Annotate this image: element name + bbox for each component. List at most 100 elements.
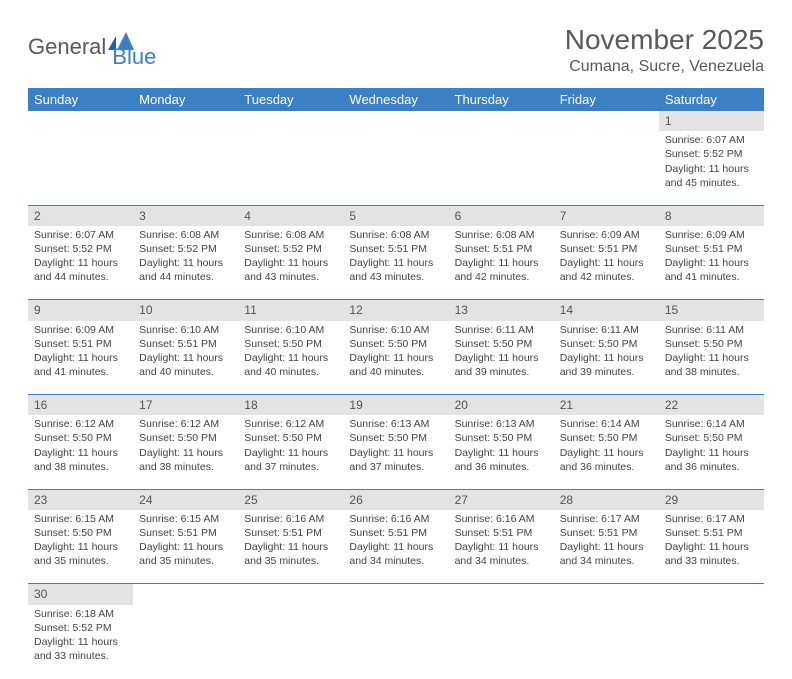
day-cell: Sunrise: 6:08 AMSunset: 5:52 PMDaylight:… [238,226,343,300]
sunrise-text: Sunrise: 6:15 AM [34,512,127,526]
day-cell [449,605,554,679]
day-number: 12 [343,300,448,321]
day-content-row: Sunrise: 6:15 AMSunset: 5:50 PMDaylight:… [28,510,764,584]
sunrise-text: Sunrise: 6:12 AM [244,417,337,431]
sunset-text: Sunset: 5:52 PM [139,242,232,256]
day2-text: and 35 minutes. [244,554,337,568]
day-cell: Sunrise: 6:16 AMSunset: 5:51 PMDaylight:… [343,510,448,584]
day-number: 17 [133,395,238,416]
day-number: 13 [449,300,554,321]
day-cell: Sunrise: 6:17 AMSunset: 5:51 PMDaylight:… [659,510,764,584]
day-cell: Sunrise: 6:16 AMSunset: 5:51 PMDaylight:… [449,510,554,584]
day-number: 8 [659,205,764,226]
day-cell [133,131,238,205]
day1-text: Daylight: 11 hours [455,446,548,460]
day1-text: Daylight: 11 hours [665,351,758,365]
day2-text: and 34 minutes. [455,554,548,568]
day-cell: Sunrise: 6:07 AMSunset: 5:52 PMDaylight:… [28,226,133,300]
sunset-text: Sunset: 5:51 PM [139,526,232,540]
day-number: 21 [554,395,659,416]
sunset-text: Sunset: 5:50 PM [244,337,337,351]
day-number: 6 [449,205,554,226]
day2-text: and 38 minutes. [139,460,232,474]
sunset-text: Sunset: 5:50 PM [349,431,442,445]
day-number: 30 [28,584,133,605]
day-number [28,111,133,131]
day-cell: Sunrise: 6:15 AMSunset: 5:51 PMDaylight:… [133,510,238,584]
day-number [449,111,554,131]
day-number: 27 [449,489,554,510]
sunset-text: Sunset: 5:52 PM [244,242,337,256]
sunrise-text: Sunrise: 6:11 AM [560,323,653,337]
day2-text: and 43 minutes. [349,270,442,284]
day-cell: Sunrise: 6:09 AMSunset: 5:51 PMDaylight:… [554,226,659,300]
sunset-text: Sunset: 5:52 PM [34,621,127,635]
day2-text: and 40 minutes. [139,365,232,379]
sunset-text: Sunset: 5:50 PM [244,431,337,445]
day-cell [133,605,238,679]
day2-text: and 37 minutes. [244,460,337,474]
sunset-text: Sunset: 5:50 PM [139,431,232,445]
sunset-text: Sunset: 5:51 PM [244,526,337,540]
day2-text: and 33 minutes. [34,649,127,663]
sunset-text: Sunset: 5:51 PM [560,526,653,540]
day2-text: and 36 minutes. [560,460,653,474]
day-content-row: Sunrise: 6:12 AMSunset: 5:50 PMDaylight:… [28,415,764,489]
day-content-row: Sunrise: 6:18 AMSunset: 5:52 PMDaylight:… [28,605,764,679]
day-number: 4 [238,205,343,226]
sunrise-text: Sunrise: 6:14 AM [560,417,653,431]
sunrise-text: Sunrise: 6:11 AM [455,323,548,337]
sunset-text: Sunset: 5:51 PM [349,526,442,540]
day-content-row: Sunrise: 6:09 AMSunset: 5:51 PMDaylight:… [28,321,764,395]
day1-text: Daylight: 11 hours [139,256,232,270]
day1-text: Daylight: 11 hours [34,256,127,270]
day-cell: Sunrise: 6:10 AMSunset: 5:51 PMDaylight:… [133,321,238,395]
weekday-header: Thursday [449,88,554,111]
sunset-text: Sunset: 5:50 PM [560,337,653,351]
day2-text: and 42 minutes. [455,270,548,284]
day2-text: and 42 minutes. [560,270,653,284]
day-number: 14 [554,300,659,321]
day-number [659,584,764,605]
day1-text: Daylight: 11 hours [34,540,127,554]
day1-text: Daylight: 11 hours [560,351,653,365]
day-cell [659,605,764,679]
day2-text: and 34 minutes. [560,554,653,568]
day-cell: Sunrise: 6:14 AMSunset: 5:50 PMDaylight:… [659,415,764,489]
day-number: 18 [238,395,343,416]
day-number: 23 [28,489,133,510]
daynum-row: 1 [28,111,764,131]
day1-text: Daylight: 11 hours [560,540,653,554]
sunset-text: Sunset: 5:51 PM [665,526,758,540]
day-number: 25 [238,489,343,510]
day1-text: Daylight: 11 hours [139,540,232,554]
day1-text: Daylight: 11 hours [34,351,127,365]
day-cell: Sunrise: 6:10 AMSunset: 5:50 PMDaylight:… [238,321,343,395]
day-cell: Sunrise: 6:11 AMSunset: 5:50 PMDaylight:… [659,321,764,395]
sunrise-text: Sunrise: 6:17 AM [665,512,758,526]
day2-text: and 40 minutes. [244,365,337,379]
sunrise-text: Sunrise: 6:15 AM [139,512,232,526]
sunrise-text: Sunrise: 6:13 AM [455,417,548,431]
sunrise-text: Sunrise: 6:13 AM [349,417,442,431]
day-number [554,111,659,131]
sunset-text: Sunset: 5:50 PM [665,431,758,445]
daynum-row: 2345678 [28,205,764,226]
daynum-row: 9101112131415 [28,300,764,321]
sunrise-text: Sunrise: 6:07 AM [34,228,127,242]
sunrise-text: Sunrise: 6:08 AM [455,228,548,242]
day-number: 28 [554,489,659,510]
sunset-text: Sunset: 5:51 PM [139,337,232,351]
day2-text: and 38 minutes. [665,365,758,379]
title-block: November 2025 Cumana, Sucre, Venezuela [565,24,764,76]
sunrise-text: Sunrise: 6:09 AM [665,228,758,242]
sunset-text: Sunset: 5:51 PM [560,242,653,256]
calendar-table: Sunday Monday Tuesday Wednesday Thursday… [28,88,764,679]
weekday-header: Tuesday [238,88,343,111]
sunrise-text: Sunrise: 6:08 AM [139,228,232,242]
day-cell: Sunrise: 6:08 AMSunset: 5:52 PMDaylight:… [133,226,238,300]
day1-text: Daylight: 11 hours [455,540,548,554]
day1-text: Daylight: 11 hours [244,446,337,460]
day-cell [238,605,343,679]
day1-text: Daylight: 11 hours [665,162,758,176]
